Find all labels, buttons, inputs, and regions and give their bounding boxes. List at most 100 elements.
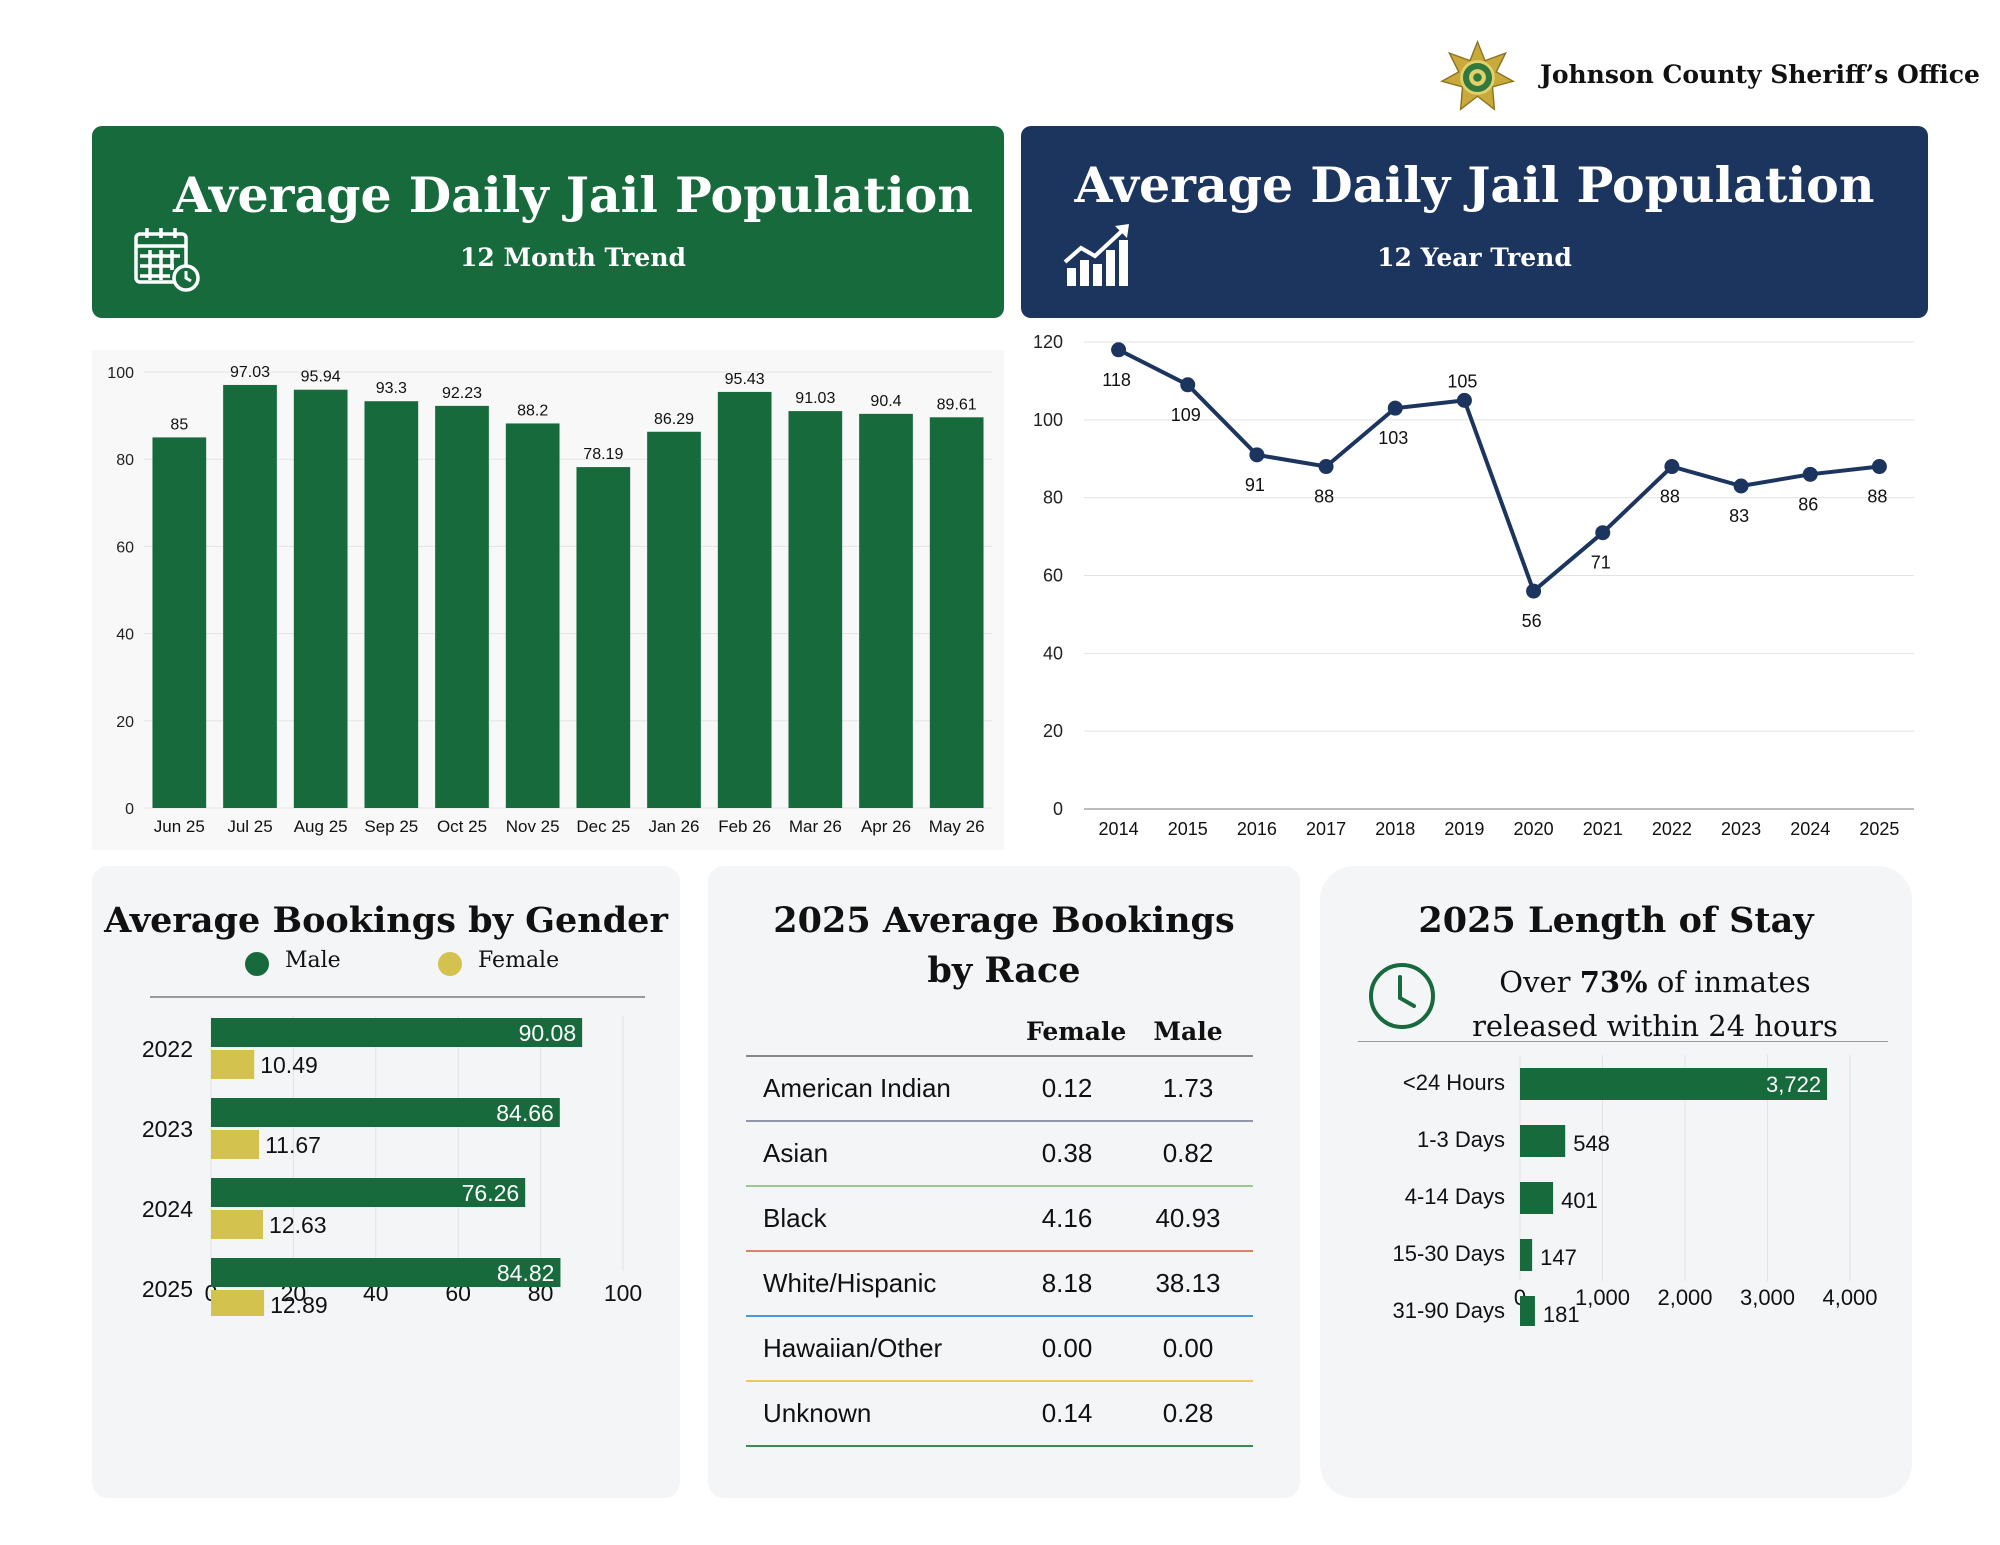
data-point: [1526, 583, 1542, 599]
y-category-label: 2022: [142, 1036, 193, 1062]
race-title-line1: 2025 Average Bookings: [773, 900, 1235, 941]
data-label-male: 84.82: [497, 1260, 555, 1286]
stay-desc-pre: Over: [1499, 965, 1580, 999]
yearly-line-chart: 0 20 40 60 80 100 120 118 2014 109 2015 91 2016 88 201…: [1033, 332, 1914, 839]
y-category-label: 4-14 Days: [1405, 1184, 1505, 1209]
series-line: [1117, 347, 1880, 594]
y-category-label: 31-90 Days: [1392, 1298, 1505, 1323]
bar: [859, 413, 913, 808]
legend-female-label: Female: [478, 948, 560, 973]
data-label: 88: [1314, 487, 1334, 507]
race-name-cell: White/Hispanic: [763, 1268, 937, 1298]
stay-desc-bold: 73%: [1579, 965, 1648, 999]
bar: [435, 405, 489, 808]
data-point: [1802, 466, 1818, 482]
x-tick-label: 2016: [1237, 819, 1277, 839]
legend-female-swatch: [438, 952, 462, 976]
x-tick-label: Sep 25: [364, 817, 418, 836]
data-label: 90.4: [870, 393, 901, 410]
y-category-label: <24 Hours: [1403, 1070, 1505, 1095]
x-tick-label: 100: [604, 1280, 642, 1306]
data-point: [1871, 459, 1887, 475]
banner-title: Average Daily Jail Population: [173, 166, 973, 224]
y-tick-label: 60: [116, 539, 134, 556]
data-point: [1387, 400, 1403, 416]
clock-icon: [1369, 963, 1435, 1029]
race-male-cell: 0.00: [1162, 1333, 1214, 1363]
data-label-female: 10.49: [260, 1052, 318, 1078]
data-label: 118: [1102, 370, 1131, 390]
race-table-row: Asian 0.38 0.82: [746, 1122, 1253, 1187]
growth-bar-chart-icon: [1063, 224, 1129, 286]
legend-male-swatch: [245, 952, 269, 976]
data-label: 95.43: [725, 371, 765, 388]
y-tick-label: 20: [116, 714, 134, 731]
sheriff-star-badge-icon: [1440, 40, 1515, 111]
x-tick-label: Apr 26: [861, 817, 911, 836]
gender-title: Average Bookings by Gender: [104, 900, 668, 941]
race-male-cell: 40.93: [1155, 1203, 1221, 1233]
data-label: 95.94: [301, 369, 341, 386]
x-tick-label: 2025: [1859, 819, 1899, 839]
bar-male: [211, 1178, 526, 1207]
x-tick-label: Oct 25: [437, 817, 487, 836]
x-tick-label: 2022: [1652, 819, 1692, 839]
race-male-cell: 0.28: [1162, 1398, 1214, 1428]
bar: [788, 411, 843, 808]
x-tick-label: Feb 26: [718, 817, 771, 836]
data-label: 91: [1245, 475, 1265, 495]
y-tick-label: 80: [116, 452, 134, 469]
bar-female: [211, 1210, 264, 1239]
y-category-label: 1-3 Days: [1417, 1127, 1505, 1152]
y-category-label: 2023: [142, 1116, 193, 1142]
x-tick-label: 2023: [1721, 819, 1761, 839]
y-category-label: 2025: [142, 1276, 193, 1302]
data-label: 88: [1867, 487, 1887, 507]
bar: [717, 391, 772, 808]
bar-female: [211, 1290, 265, 1316]
x-tick-label: 1,000: [1575, 1285, 1630, 1310]
y-tick-label: 0: [1053, 799, 1063, 819]
race-female-cell: 8.18: [1041, 1268, 1093, 1298]
bar: [1520, 1182, 1554, 1214]
bar-male: [211, 1018, 583, 1047]
y-tick-label: 80: [1043, 488, 1063, 508]
data-label-female: 12.89: [270, 1292, 328, 1316]
x-tick-label: 2018: [1375, 819, 1415, 839]
race-female-cell: 0.38: [1041, 1138, 1093, 1168]
banner-subtitle: 12 Year Trend: [1377, 243, 1572, 272]
data-label: 85: [170, 416, 188, 433]
x-tick-label: May 26: [929, 817, 985, 836]
data-label-female: 12.63: [269, 1212, 327, 1238]
data-label: 56: [1522, 611, 1542, 631]
bar: [576, 467, 631, 808]
bar: [152, 437, 207, 808]
x-tick-label: Nov 25: [506, 817, 560, 836]
col-male: Male: [1153, 1017, 1223, 1046]
bar: [1520, 1239, 1533, 1271]
data-label: 71: [1591, 553, 1611, 573]
calendar-clock-icon: [134, 228, 200, 292]
data-point: [1318, 459, 1334, 475]
data-label: 92.23: [442, 385, 482, 402]
race-name-cell: Hawaiian/Other: [763, 1333, 943, 1363]
x-tick-label: 2019: [1444, 819, 1484, 839]
banner-title: Average Daily Jail Population: [1074, 156, 1875, 214]
x-tick-label: 2,000: [1657, 1285, 1712, 1310]
race-name-cell: Black: [763, 1203, 827, 1233]
x-tick-label: 2021: [1583, 819, 1623, 839]
org-header: Johnson County Sheriff’s Office: [1440, 40, 1980, 115]
x-tick-label: 2015: [1168, 819, 1208, 839]
data-label: 548: [1573, 1131, 1610, 1156]
data-label: 103: [1378, 428, 1408, 448]
org-name: Johnson County Sheriff’s Office: [1540, 60, 1980, 89]
race-table-row: Hawaiian/Other 0.00 0.00: [746, 1317, 1253, 1382]
x-tick-label: 3,000: [1740, 1285, 1795, 1310]
x-tick-label: Dec 25: [576, 817, 630, 836]
data-label: 86: [1798, 494, 1818, 514]
legend-male-label: Male: [285, 948, 341, 973]
data-point: [1664, 459, 1680, 475]
data-point: [1733, 478, 1749, 494]
data-label: 91.03: [795, 390, 835, 407]
race-female-cell: 0.00: [1041, 1333, 1093, 1363]
